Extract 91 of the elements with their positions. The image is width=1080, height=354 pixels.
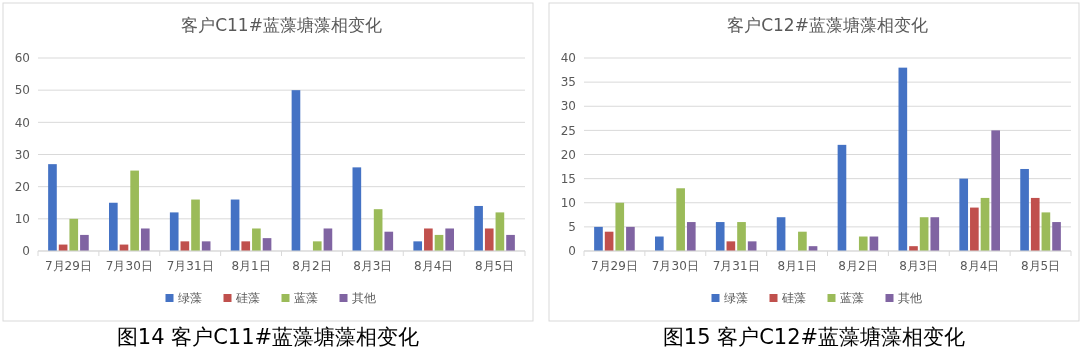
chart-title: 客户C12#蓝藻塘藻相变化 [727, 15, 928, 35]
x-tick-label: 8月1日 [231, 259, 271, 273]
x-tick-label: 8月3日 [353, 259, 393, 273]
x-tick-label: 8月2日 [838, 259, 878, 273]
bar [384, 231, 394, 251]
y-tick-label: 20 [14, 179, 30, 194]
x-tick-label: 8月4日 [414, 259, 454, 273]
bar [80, 234, 89, 251]
bar [776, 217, 786, 251]
caption: 图14 客户C11#蓝藻塘藻相变化 [116, 325, 420, 349]
bar [413, 241, 423, 251]
x-tick-label: 7月31日 [166, 259, 214, 273]
y-tick-label: 30 [14, 147, 30, 162]
x-tick-label: 7月30日 [105, 259, 153, 273]
bar [230, 199, 240, 251]
bar [1030, 197, 1040, 251]
bar [919, 217, 929, 251]
bar [1052, 222, 1061, 251]
bar [676, 188, 685, 251]
bar [241, 241, 251, 251]
y-tick-label: 15 [560, 171, 576, 186]
bar [686, 222, 696, 251]
bar [715, 222, 725, 251]
y-tick-label: 60 [14, 51, 30, 66]
bar [291, 90, 301, 251]
y-tick-label: 5 [568, 220, 576, 235]
bar [594, 226, 603, 251]
bar [424, 228, 433, 251]
bar [898, 67, 908, 251]
bar [69, 218, 79, 251]
y-tick-label: 35 [560, 75, 576, 90]
bar [626, 226, 635, 251]
y-tick-label: 30 [560, 99, 576, 114]
x-tick-label: 7月29日 [44, 259, 92, 273]
bar [1041, 212, 1051, 251]
y-tick-label: 10 [14, 212, 30, 227]
bar [352, 167, 362, 251]
legend-label: 蓝藻 [293, 291, 318, 306]
bar [140, 228, 150, 251]
bar [655, 236, 664, 251]
legend-label: 硅藻 [780, 291, 806, 306]
bar [970, 207, 979, 251]
y-tick-label: 40 [560, 51, 576, 66]
legend-label: 其他 [897, 291, 922, 306]
y-tick-label: 0 [568, 244, 576, 259]
bar [252, 228, 261, 251]
legend-label: 蓝藻 [839, 291, 864, 306]
bar [191, 199, 200, 251]
bar [959, 178, 969, 251]
y-tick-label: 40 [14, 115, 30, 130]
bar [798, 231, 807, 251]
y-tick-label: 0 [22, 244, 30, 259]
y-tick-label: 10 [560, 195, 576, 210]
x-tick-label: 8月4日 [960, 259, 1000, 273]
y-tick-label: 50 [14, 83, 30, 98]
x-tick-label: 8月2日 [292, 259, 332, 273]
x-tick-label: 8月1日 [777, 259, 817, 273]
bar [48, 164, 57, 251]
bar [615, 202, 625, 251]
bar [1020, 168, 1029, 251]
legend-label: 绿藻 [723, 291, 748, 306]
y-tick-label: 20 [560, 147, 576, 162]
x-tick-label: 8月5日 [1020, 259, 1061, 273]
legend-label: 其他 [351, 291, 376, 306]
legend-label: 绿藻 [177, 291, 202, 306]
bar [737, 222, 746, 251]
bar [169, 212, 179, 251]
bar [858, 236, 868, 251]
bar [474, 205, 483, 251]
bar [991, 130, 1000, 251]
bar [109, 202, 118, 251]
y-tick-label: 25 [560, 123, 576, 138]
x-tick-label: 8月3日 [899, 259, 939, 273]
bar [373, 209, 383, 251]
bar [495, 212, 505, 251]
bar [837, 144, 847, 251]
caption: 图15 客户C12#蓝藻塘藻相变化 [662, 325, 966, 349]
x-tick-label: 8月5日 [474, 259, 515, 273]
x-tick-label: 7月29日 [590, 259, 638, 273]
bar [130, 170, 139, 251]
x-tick-label: 7月30日 [651, 259, 699, 273]
x-tick-label: 7月31日 [712, 259, 760, 273]
bar [312, 241, 322, 251]
bar [506, 234, 515, 251]
bar [484, 228, 494, 251]
bar [445, 228, 454, 251]
bar [980, 197, 990, 251]
bar [323, 228, 333, 251]
bar [930, 217, 940, 251]
legend-label: 硅藻 [234, 291, 260, 306]
chart-title: 客户C11#蓝藻塘藻相变化 [181, 15, 382, 35]
